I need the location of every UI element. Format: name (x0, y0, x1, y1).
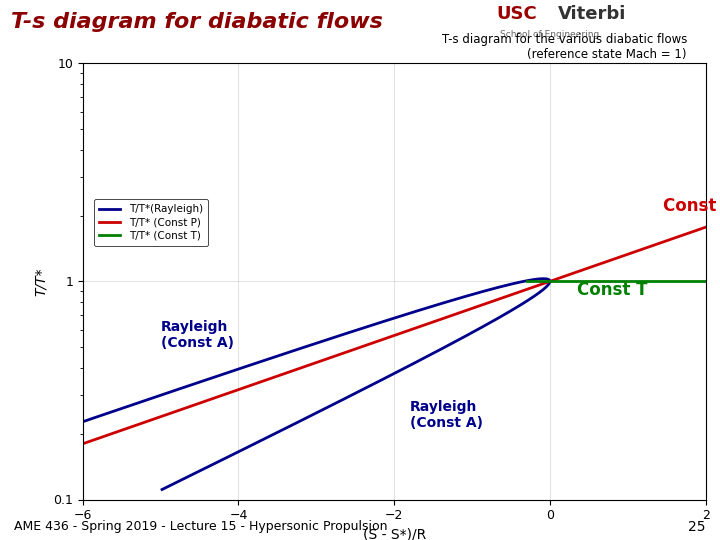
Text: Const T: Const T (577, 281, 648, 299)
Text: School of Engineering: School of Engineering (500, 30, 600, 39)
Text: Viterbi: Viterbi (558, 5, 626, 23)
Text: Rayleigh
(Const A): Rayleigh (Const A) (161, 320, 234, 350)
Text: T-s diagram for the various diabatic flows
(reference state Mach = 1): T-s diagram for the various diabatic flo… (441, 32, 687, 60)
Legend: T/T*(Rayleigh), T/T* (Const P), T/T* (Const T): T/T*(Rayleigh), T/T* (Const P), T/T* (Co… (94, 199, 208, 246)
Text: Rayleigh
(Const A): Rayleigh (Const A) (410, 400, 483, 430)
X-axis label: (S - S*)/R: (S - S*)/R (363, 528, 426, 540)
Text: USC: USC (497, 5, 538, 23)
Text: AME 436 - Spring 2019 - Lecture 15 - Hypersonic Propulsion: AME 436 - Spring 2019 - Lecture 15 - Hyp… (14, 520, 388, 533)
Y-axis label: T/T*: T/T* (34, 267, 48, 296)
Text: T-s diagram for diabatic flows: T-s diagram for diabatic flows (11, 12, 382, 32)
Text: Const P: Const P (663, 197, 720, 215)
Text: 25: 25 (688, 519, 706, 534)
